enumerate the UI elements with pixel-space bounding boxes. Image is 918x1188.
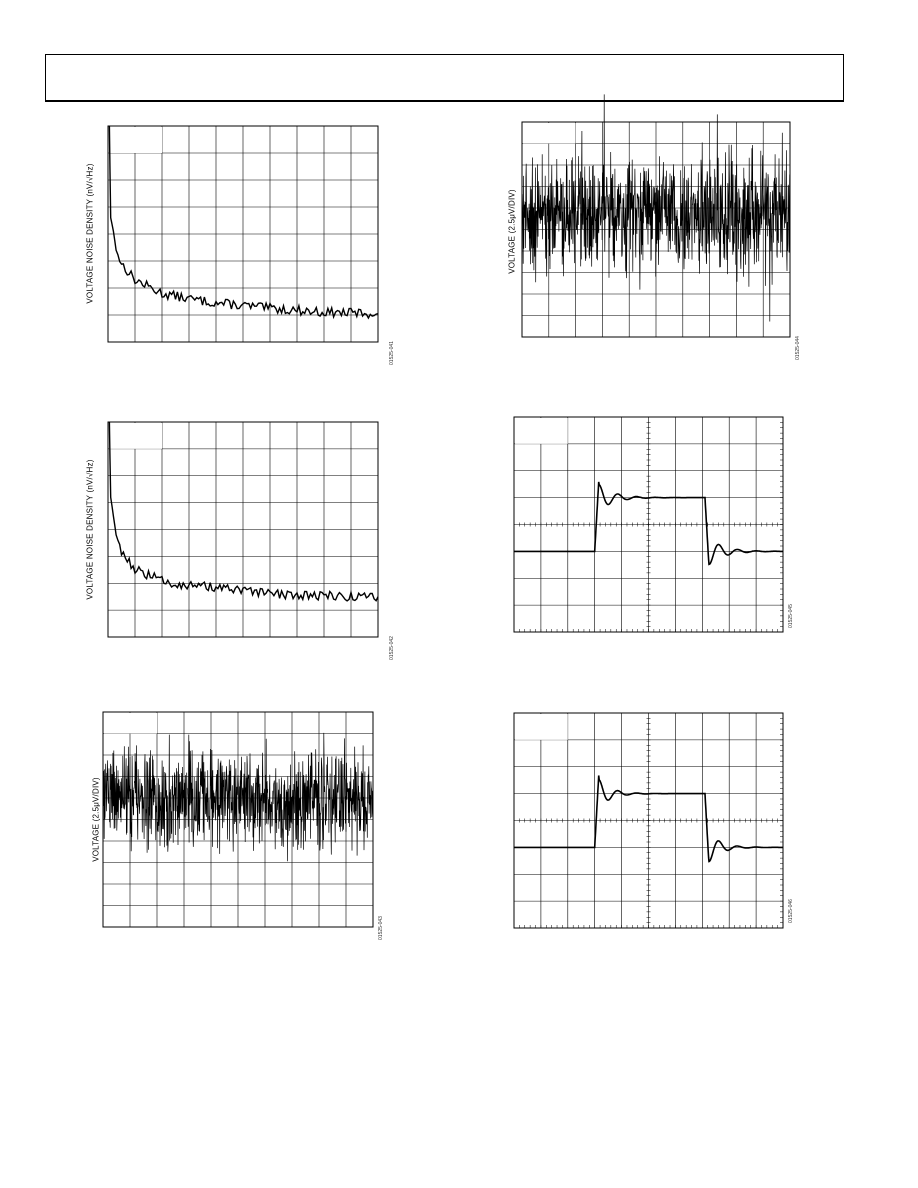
legend-area [109, 127, 162, 153]
legend-area [109, 423, 162, 449]
chart-voltage-noise-time-2 [521, 94, 791, 338]
chart-svg [513, 416, 784, 633]
legend-area [523, 123, 576, 144]
grid [513, 416, 784, 633]
chart-noise-density-1-ylabel: VOLTAGE NOISE DENSITY (nV/√Hz) [85, 163, 95, 304]
chart-step-response-1 [513, 416, 784, 633]
chart-noise-density-2-ylabel: VOLTAGE NOISE DENSITY (nV/√Hz) [85, 459, 95, 600]
chart-voltage-noise-time-2-ylabel: VOLTAGE (2.5μV/DIV) [507, 189, 517, 274]
grid [107, 421, 379, 638]
chart-step-response-1-figure-id: 01525-045 [788, 604, 794, 628]
grid [107, 125, 379, 343]
chart-noise-density-1 [107, 125, 379, 343]
series-line [514, 775, 783, 863]
chart-step-response-2-figure-id: 01525-046 [788, 899, 794, 923]
series-line [514, 481, 783, 566]
chart-noise-density-1-figure-id: 01525-041 [389, 341, 395, 365]
chart-svg [521, 94, 791, 338]
chart-noise-density-2 [107, 421, 379, 638]
chart-svg [107, 125, 379, 343]
chart-svg [102, 711, 374, 928]
series-line [521, 94, 791, 322]
page-header [45, 54, 844, 102]
series-line [102, 732, 374, 862]
chart-voltage-noise-time-1 [102, 711, 374, 928]
grid [102, 711, 374, 928]
chart-voltage-noise-time-2-figure-id: 01525-044 [795, 336, 801, 360]
legend-area [104, 713, 157, 734]
chart-svg [107, 421, 379, 638]
chart-svg [513, 712, 784, 929]
chart-voltage-noise-time-1-figure-id: 01525-043 [378, 916, 384, 940]
series-line [108, 421, 379, 602]
chart-voltage-noise-time-1-ylabel: VOLTAGE (2.5μV/DIV) [91, 777, 101, 862]
legend-area [515, 418, 568, 444]
chart-noise-density-2-figure-id: 01525-042 [389, 636, 395, 660]
legend-area [515, 714, 568, 740]
series-line [108, 125, 379, 320]
chart-step-response-2 [513, 712, 784, 929]
grid [513, 712, 784, 929]
